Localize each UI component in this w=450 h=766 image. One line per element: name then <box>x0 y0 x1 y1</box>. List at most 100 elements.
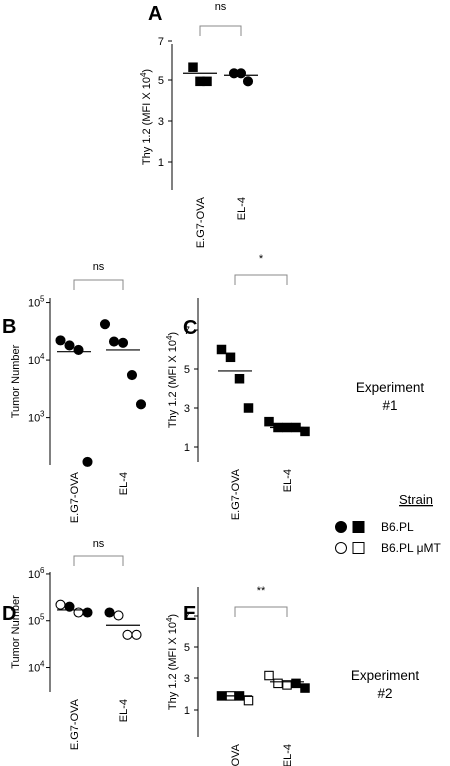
y-tick-label: 10 <box>28 355 40 367</box>
data-point <box>55 335 66 346</box>
x-category-label: E.G7-OVA <box>69 698 81 750</box>
data-point <box>225 352 236 363</box>
data-point <box>126 369 138 381</box>
data-point <box>291 678 301 689</box>
y-tick-label: 10 <box>28 298 40 310</box>
data-point <box>243 695 254 706</box>
data-point <box>273 678 283 689</box>
data-point <box>202 76 212 87</box>
significance-bracket <box>73 555 124 566</box>
experiment-2-label-line1: Experiment <box>351 668 420 683</box>
y-tick-exponent: 6 <box>40 566 45 575</box>
data-point <box>234 373 245 384</box>
y-tick-label: 5 <box>158 75 164 87</box>
y-tick-label: 1 <box>158 157 164 169</box>
significance-label: ** <box>257 585 266 597</box>
significance-label: ns <box>215 1 227 13</box>
legend-filled-circle-marker <box>335 521 347 533</box>
legend-open-square-marker <box>352 542 365 554</box>
x-category-label: E.G7-OVA <box>195 196 207 248</box>
data-point <box>113 610 124 621</box>
y-tick-label: 3 <box>184 403 190 415</box>
panel-e: 1 3 5 7 Thy 1.2 (MFI X 104)E E.G7-OVA EL-4 ** <box>165 585 310 766</box>
y-tick-label: 10 <box>28 569 40 581</box>
data-point <box>108 336 120 347</box>
data-point <box>99 319 111 330</box>
y-tick-label: 7 <box>158 36 164 48</box>
experiment-2-label-line2: #2 <box>377 686 392 701</box>
panel-letter: A <box>148 3 162 25</box>
y-tick-label: 7 <box>184 325 190 337</box>
x-category-label: EL-4 <box>236 197 248 220</box>
data-point <box>82 607 93 618</box>
legend-open-circle-marker <box>335 542 347 554</box>
data-point <box>242 76 254 87</box>
y-tick-label: 1 <box>184 442 190 454</box>
significance-label: ns <box>93 261 105 273</box>
legend-label-b6pl: B6.PL <box>381 520 414 534</box>
x-category-label: EL-4 <box>118 699 130 722</box>
significance-label: * <box>259 253 264 265</box>
legend-title: Strain <box>399 492 433 507</box>
x-category-label: E.G7-OVA <box>69 471 81 523</box>
data-point <box>64 340 75 351</box>
significance-bracket <box>73 279 124 290</box>
data-point <box>300 683 310 693</box>
y-axis-label: Tumor Number <box>10 595 22 669</box>
y-tick-label: 5 <box>184 364 190 376</box>
y-tick-label: 10 <box>28 616 40 628</box>
data-point <box>73 607 84 618</box>
legend: Strain B6.PL B6.PL μMT <box>335 492 441 555</box>
y-tick-label: 3 <box>184 673 190 685</box>
data-point <box>300 426 310 437</box>
data-point <box>82 456 93 467</box>
legend-label-b6pl-mumt: B6.PL μMT <box>381 541 441 555</box>
data-point <box>55 599 66 610</box>
y-axis-label: Tumor Number <box>10 344 22 418</box>
y-tick-label: 10 <box>28 663 40 675</box>
data-point <box>216 344 227 355</box>
data-point <box>235 68 247 79</box>
data-point <box>264 416 274 427</box>
data-point <box>282 680 292 690</box>
y-tick-label: 7 <box>184 611 190 623</box>
legend-filled-square-marker <box>352 521 365 533</box>
panel-letter: B <box>2 316 16 338</box>
y-tick-label: 5 <box>184 642 190 654</box>
significance-bracket <box>199 25 242 36</box>
y-axis-label: Thy 1.2 (MFI X 104) <box>165 332 180 428</box>
y-tick-exponent: 5 <box>40 613 45 622</box>
panel-letter: E <box>183 603 196 625</box>
y-tick-exponent: 3 <box>40 410 45 419</box>
panel-a: 1 3 5 7 Thy 1.2 (MFI X 104) A E.G7-OVA EL-4 ns <box>139 1 258 248</box>
data-point <box>122 629 133 640</box>
significance-label: ns <box>93 538 105 550</box>
data-point <box>188 62 198 72</box>
y-tick-label: 10 <box>28 413 40 425</box>
x-category-label: E.G7-OVA <box>230 743 242 766</box>
y-tick-label: 1 <box>184 705 190 717</box>
significance-bracket <box>234 274 288 285</box>
data-point <box>64 601 75 612</box>
x-category-label: EL-4 <box>282 469 294 492</box>
x-category-label: EL-4 <box>282 744 294 766</box>
experiment-1-label-line1: Experiment <box>356 380 425 395</box>
significance-bracket <box>234 606 288 617</box>
panel-letter: C <box>183 317 197 339</box>
panel-letter: D <box>2 603 16 625</box>
data-point <box>264 670 274 681</box>
y-tick-exponent: 4 <box>40 660 45 669</box>
experiment-1-label-line2: #1 <box>382 398 397 413</box>
data-point <box>73 344 84 356</box>
y-axis-label: Thy 1.2 (MFI X 104) <box>165 614 180 710</box>
data-point <box>243 403 254 413</box>
y-tick-exponent: 5 <box>40 295 45 304</box>
y-axis-label: Thy 1.2 (MFI X 104) <box>139 69 154 165</box>
data-point <box>117 337 129 348</box>
data-point <box>131 629 142 640</box>
x-category-label: EL-4 <box>118 472 130 495</box>
y-tick-exponent: 4 <box>40 352 45 361</box>
data-point <box>135 399 147 410</box>
